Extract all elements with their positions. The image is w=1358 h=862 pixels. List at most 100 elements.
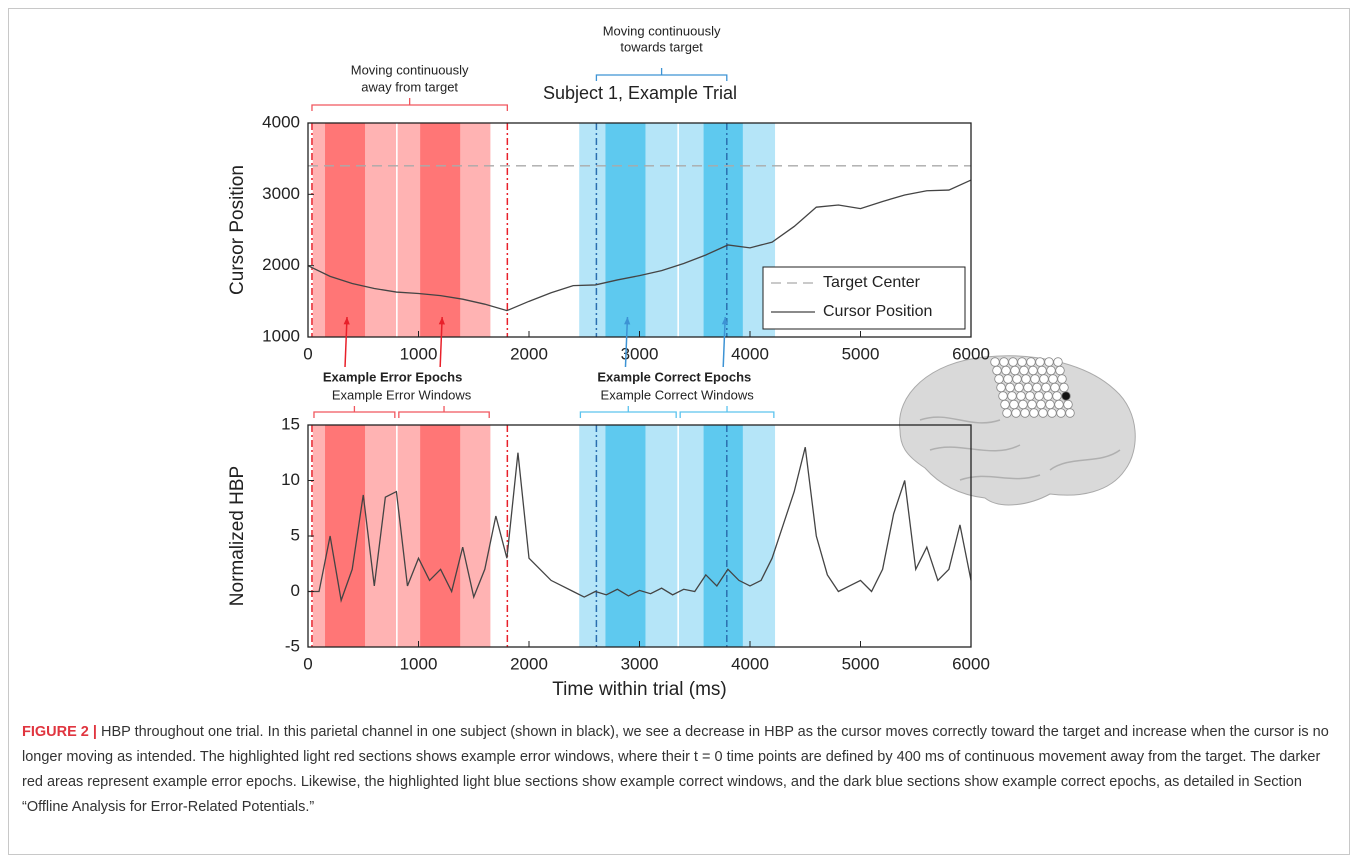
y-tick-label: 15 xyxy=(281,414,300,433)
bracket xyxy=(679,406,775,418)
x-tick-label: 4000 xyxy=(731,654,769,673)
electrode xyxy=(1037,365,1047,376)
x-tick-label: 3000 xyxy=(621,654,659,673)
annotation: away from target xyxy=(361,79,458,94)
electrode xyxy=(1029,408,1039,418)
electrode xyxy=(1009,399,1019,410)
electrode xyxy=(1005,382,1015,393)
electrode xyxy=(1065,408,1075,418)
y-tick-label: 2000 xyxy=(262,255,300,274)
bracket xyxy=(398,406,490,418)
arrow xyxy=(344,316,348,368)
chart-title: Subject 1, Example Trial xyxy=(543,83,737,103)
electrode xyxy=(1011,408,1021,418)
x-tick-label: 6000 xyxy=(952,344,990,363)
electrode xyxy=(1030,374,1040,384)
series-line xyxy=(308,447,972,603)
annotation: Example Correct Epochs xyxy=(597,369,751,384)
caption: FIGURE 2 | HBP throughout one trial. In … xyxy=(22,720,1332,820)
annotation: Example Error Windows xyxy=(332,387,472,402)
x-tick-label: 1000 xyxy=(400,344,438,363)
electrode xyxy=(1018,399,1028,410)
x-tick-label: 2000 xyxy=(510,344,548,363)
y-tick-label: 3000 xyxy=(262,184,300,203)
electrode xyxy=(999,357,1009,367)
electrode xyxy=(1041,382,1051,393)
electrode xyxy=(1057,374,1067,384)
x-tick-label: 1000 xyxy=(400,654,438,673)
electrode xyxy=(1027,399,1037,410)
x-tick-label: 3000 xyxy=(621,344,659,363)
electrode xyxy=(1055,365,1065,376)
electrode xyxy=(1021,374,1031,384)
electrode xyxy=(1012,374,1022,384)
electrode xyxy=(1039,374,1049,384)
figure-frame xyxy=(8,8,1350,855)
electrode xyxy=(1052,391,1062,401)
x-tick-label: 6000 xyxy=(952,654,990,673)
y-axis-label: Normalized HBP xyxy=(227,466,248,606)
electrode xyxy=(1019,365,1029,376)
electrode xyxy=(1020,408,1030,418)
y-tick-label: 4000 xyxy=(262,112,300,131)
legend-box xyxy=(762,266,966,330)
electrode xyxy=(992,365,1002,376)
legend-label: Cursor Position xyxy=(823,303,932,320)
electrode xyxy=(1047,408,1057,418)
electrode xyxy=(1002,408,1012,418)
electrode-grid xyxy=(990,357,1075,418)
y-tick-label: 10 xyxy=(281,470,300,489)
electrode xyxy=(1032,382,1042,393)
electrode xyxy=(1025,391,1035,401)
electrode xyxy=(1023,382,1033,393)
electrode xyxy=(996,382,1006,393)
arrow-head xyxy=(438,317,445,325)
electrode xyxy=(1050,382,1060,393)
shaded-region xyxy=(420,425,461,647)
annotation: Moving continuously xyxy=(603,23,721,38)
electrode xyxy=(1001,365,1011,376)
electrode xyxy=(1059,382,1069,393)
electrode xyxy=(1017,357,1027,367)
arrow xyxy=(722,316,726,368)
electrode xyxy=(1063,399,1073,410)
electrode xyxy=(1034,391,1044,401)
x-tick-label: 0 xyxy=(303,654,312,673)
annotation: Example Error Epochs xyxy=(323,369,462,384)
electrode xyxy=(1016,391,1026,401)
electrode xyxy=(1061,391,1071,401)
electrode xyxy=(1043,391,1053,401)
electrode xyxy=(990,357,1000,367)
electrode xyxy=(1014,382,1024,393)
electrode xyxy=(1056,408,1066,418)
electrode xyxy=(1046,365,1056,376)
shaded-region xyxy=(605,425,646,647)
y-tick-label: 1000 xyxy=(262,326,300,345)
series-line xyxy=(307,179,972,312)
electrode xyxy=(1028,365,1038,376)
x-axis-label: Time within trial (ms) xyxy=(552,679,727,700)
legend-label: Target Center xyxy=(823,274,921,291)
electrode xyxy=(1045,399,1055,410)
electrode xyxy=(1010,365,1020,376)
bracket xyxy=(311,98,508,111)
annotation: Example Correct Windows xyxy=(601,387,755,402)
annotation: towards target xyxy=(620,39,703,54)
caption-text: HBP throughout one trial. In this pariet… xyxy=(22,724,1329,815)
shaded-region xyxy=(703,425,743,647)
x-tick-label: 5000 xyxy=(842,654,880,673)
arrow xyxy=(439,316,443,368)
x-tick-label: 0 xyxy=(303,344,312,363)
electrode xyxy=(1035,357,1045,367)
y-tick-label: 0 xyxy=(291,581,300,600)
electrode xyxy=(1008,357,1018,367)
caption-label: FIGURE 2 | xyxy=(22,724,97,740)
shaded-region xyxy=(325,123,366,337)
y-tick-label: -5 xyxy=(285,636,300,655)
arrow-head xyxy=(721,317,729,325)
arrow xyxy=(624,316,629,368)
bracket xyxy=(313,406,396,418)
electrode xyxy=(1036,399,1046,410)
electrode xyxy=(1038,408,1048,418)
